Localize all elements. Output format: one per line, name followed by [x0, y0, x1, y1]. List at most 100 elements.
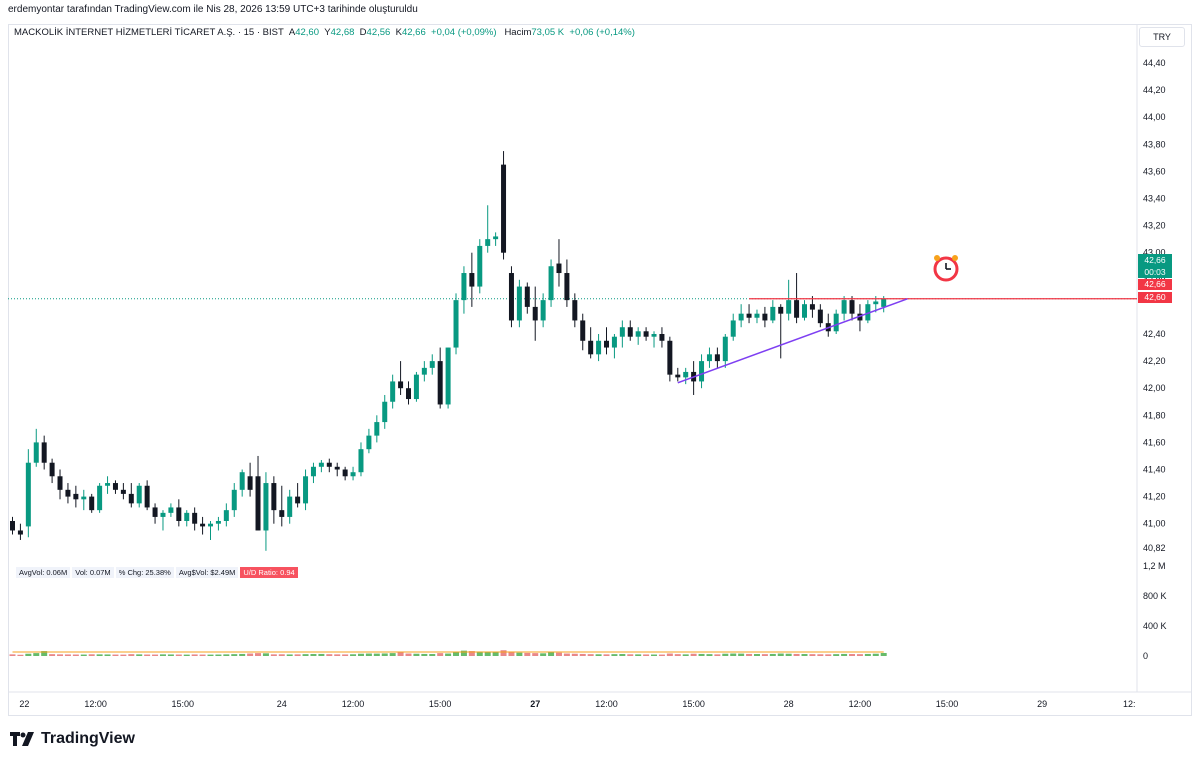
- volume-bar: [9, 654, 16, 656]
- candle-body: [802, 304, 807, 318]
- volume-bar: [159, 654, 166, 656]
- candle-body: [406, 388, 411, 400]
- time-tick-label: 15:00: [429, 699, 452, 709]
- candle-body: [849, 300, 855, 314]
- volume-bar: [532, 653, 539, 656]
- volume-bar: [674, 654, 681, 656]
- volume-bar: [239, 653, 246, 656]
- candle-body: [231, 489, 237, 511]
- volume-bar: [199, 654, 206, 656]
- tradingview-logo[interactable]: TradingView: [10, 730, 135, 748]
- candle-body: [556, 263, 562, 274]
- candle-body: [453, 300, 459, 348]
- chart-frame: [8, 24, 1192, 716]
- volume-bar: [397, 651, 404, 656]
- candle-body: [746, 313, 752, 318]
- candle-body: [683, 371, 689, 378]
- volume-bar: [262, 653, 269, 656]
- volume-bar: [88, 654, 95, 656]
- candle-body: [239, 472, 245, 490]
- volume-bar: [682, 654, 689, 656]
- candle-body: [580, 320, 586, 341]
- candle-body: [295, 496, 301, 504]
- volume-bar: [231, 654, 238, 656]
- candle-body: [263, 483, 269, 531]
- volume-stats-row: AvgVol: 0.06M Vol: 0.07M % Chg: 25.38% A…: [16, 567, 298, 578]
- price-tick-label: 44,40: [1143, 58, 1166, 68]
- candle-body: [10, 520, 15, 531]
- volume-tick-label: 400 K: [1143, 621, 1167, 631]
- volume-bar: [516, 652, 523, 656]
- volume-bar: [643, 654, 650, 656]
- volume-bar: [429, 654, 436, 656]
- change-value: +0,04 (+0,09%): [431, 27, 497, 38]
- volume-bar: [833, 654, 840, 656]
- candle-body: [358, 449, 364, 473]
- volume-bar: [769, 653, 776, 656]
- candle-body: [89, 496, 95, 511]
- volume-bar: [334, 654, 341, 656]
- volume-bar: [880, 652, 887, 656]
- time-tick-label: 27: [530, 699, 540, 709]
- open-value: 42,60: [295, 27, 319, 38]
- volume-bar: [350, 654, 357, 656]
- volume-bar: [421, 653, 428, 656]
- candle-body: [706, 354, 712, 362]
- volume-bar: [484, 651, 491, 656]
- volume-bar: [207, 654, 214, 656]
- price-tick-label: 40,82: [1143, 543, 1166, 553]
- price-tick-label: 43,20: [1143, 221, 1166, 231]
- candle-body: [730, 320, 736, 337]
- volume-bar: [57, 654, 64, 656]
- symbol-title[interactable]: MACKOLİK İNTERNET HİZMETLERİ TİCARET A.Ş…: [14, 27, 284, 38]
- candle-body: [485, 239, 491, 246]
- price-tick-label: 42,40: [1143, 329, 1166, 339]
- volume-bar: [437, 653, 444, 656]
- candle-body: [366, 435, 372, 450]
- candle-body: [833, 313, 839, 332]
- high-label: Y: [324, 27, 331, 38]
- avg-dollar-vol-stat: Avg$Vol: $2.49M: [175, 567, 239, 578]
- volume-bar: [33, 653, 40, 656]
- pct-chg-stat: % Chg: 25.38%: [115, 567, 174, 578]
- volume-bar: [381, 653, 388, 656]
- candle-body: [754, 313, 760, 318]
- candle-body: [619, 327, 625, 337]
- volume-bar: [841, 653, 848, 656]
- volume-bar: [41, 651, 48, 656]
- time-tick-label: 12:00: [84, 699, 107, 709]
- candle-body: [786, 300, 792, 314]
- candle-body: [192, 512, 198, 524]
- volume-bar: [373, 653, 380, 656]
- candle-body: [128, 493, 134, 504]
- price-tick-label: 41,60: [1143, 437, 1166, 447]
- candle-body: [390, 381, 396, 402]
- candle-body: [564, 273, 570, 301]
- time-tick-label: 15:00: [172, 699, 195, 709]
- candle-body: [65, 489, 71, 497]
- candle-body: [255, 476, 261, 531]
- candle-body: [722, 336, 728, 362]
- volume-bar: [17, 654, 24, 656]
- candle-body: [596, 340, 602, 355]
- tradingview-logo-text: TradingView: [41, 730, 135, 747]
- candle-body: [461, 273, 467, 301]
- volume-bar: [500, 650, 507, 656]
- volume-bar: [167, 654, 174, 656]
- currency-button[interactable]: TRY: [1139, 27, 1185, 47]
- volume-bar: [555, 652, 562, 656]
- time-tick-label: 29: [1037, 699, 1047, 709]
- candle-body: [374, 422, 380, 436]
- price-tick-label: 44,20: [1143, 85, 1166, 95]
- candle-body: [208, 523, 213, 527]
- volume-bar: [563, 653, 570, 656]
- time-tick-label: 15:00: [936, 699, 959, 709]
- candle-body: [611, 336, 617, 348]
- volume-bar: [666, 653, 673, 656]
- volume-bar: [619, 654, 626, 656]
- publication-credit: erdemyontar tarafından TradingView.com i…: [8, 4, 418, 15]
- candle-body: [271, 483, 277, 511]
- volume-bar: [136, 654, 143, 656]
- price-tick-label: 41,00: [1143, 519, 1166, 529]
